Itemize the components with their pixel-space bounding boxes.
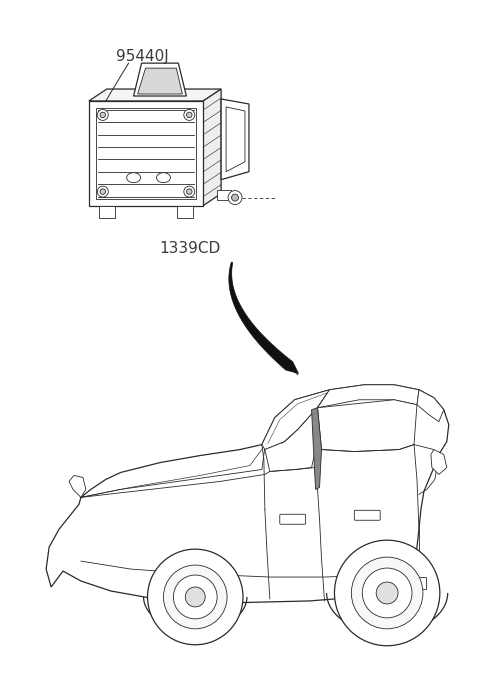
FancyBboxPatch shape [354, 510, 380, 520]
Bar [217, 189, 231, 200]
Ellipse shape [156, 173, 170, 183]
Circle shape [184, 110, 195, 121]
Circle shape [228, 191, 242, 204]
Polygon shape [318, 400, 417, 452]
Circle shape [351, 557, 423, 629]
Circle shape [187, 112, 192, 118]
Text: 95440J: 95440J [116, 48, 168, 63]
Circle shape [97, 186, 108, 197]
Bar [96, 108, 196, 199]
Ellipse shape [127, 173, 141, 183]
Polygon shape [417, 390, 444, 422]
Text: 1339CD: 1339CD [160, 241, 221, 256]
Polygon shape [46, 385, 449, 604]
Circle shape [184, 186, 195, 197]
Polygon shape [262, 390, 329, 449]
Bar [394, 577, 426, 589]
Polygon shape [221, 99, 249, 180]
Polygon shape [69, 475, 86, 497]
Bar [178, 206, 193, 217]
Circle shape [376, 582, 398, 604]
Polygon shape [312, 408, 322, 490]
Polygon shape [318, 385, 419, 408]
Bar [89, 101, 203, 206]
Polygon shape [431, 449, 447, 475]
Polygon shape [229, 262, 299, 373]
Polygon shape [89, 89, 221, 101]
Polygon shape [133, 63, 186, 96]
Circle shape [97, 110, 108, 121]
Circle shape [231, 194, 239, 201]
Circle shape [335, 540, 440, 646]
Circle shape [185, 587, 205, 607]
Circle shape [173, 575, 217, 619]
Polygon shape [265, 410, 315, 471]
Circle shape [164, 565, 227, 629]
Circle shape [100, 112, 106, 118]
Polygon shape [138, 68, 182, 94]
Circle shape [100, 189, 106, 194]
Circle shape [147, 549, 243, 645]
Polygon shape [203, 89, 221, 206]
FancyBboxPatch shape [280, 514, 306, 524]
Polygon shape [226, 107, 245, 172]
Circle shape [187, 189, 192, 194]
Circle shape [362, 568, 412, 618]
Bar [99, 206, 115, 217]
